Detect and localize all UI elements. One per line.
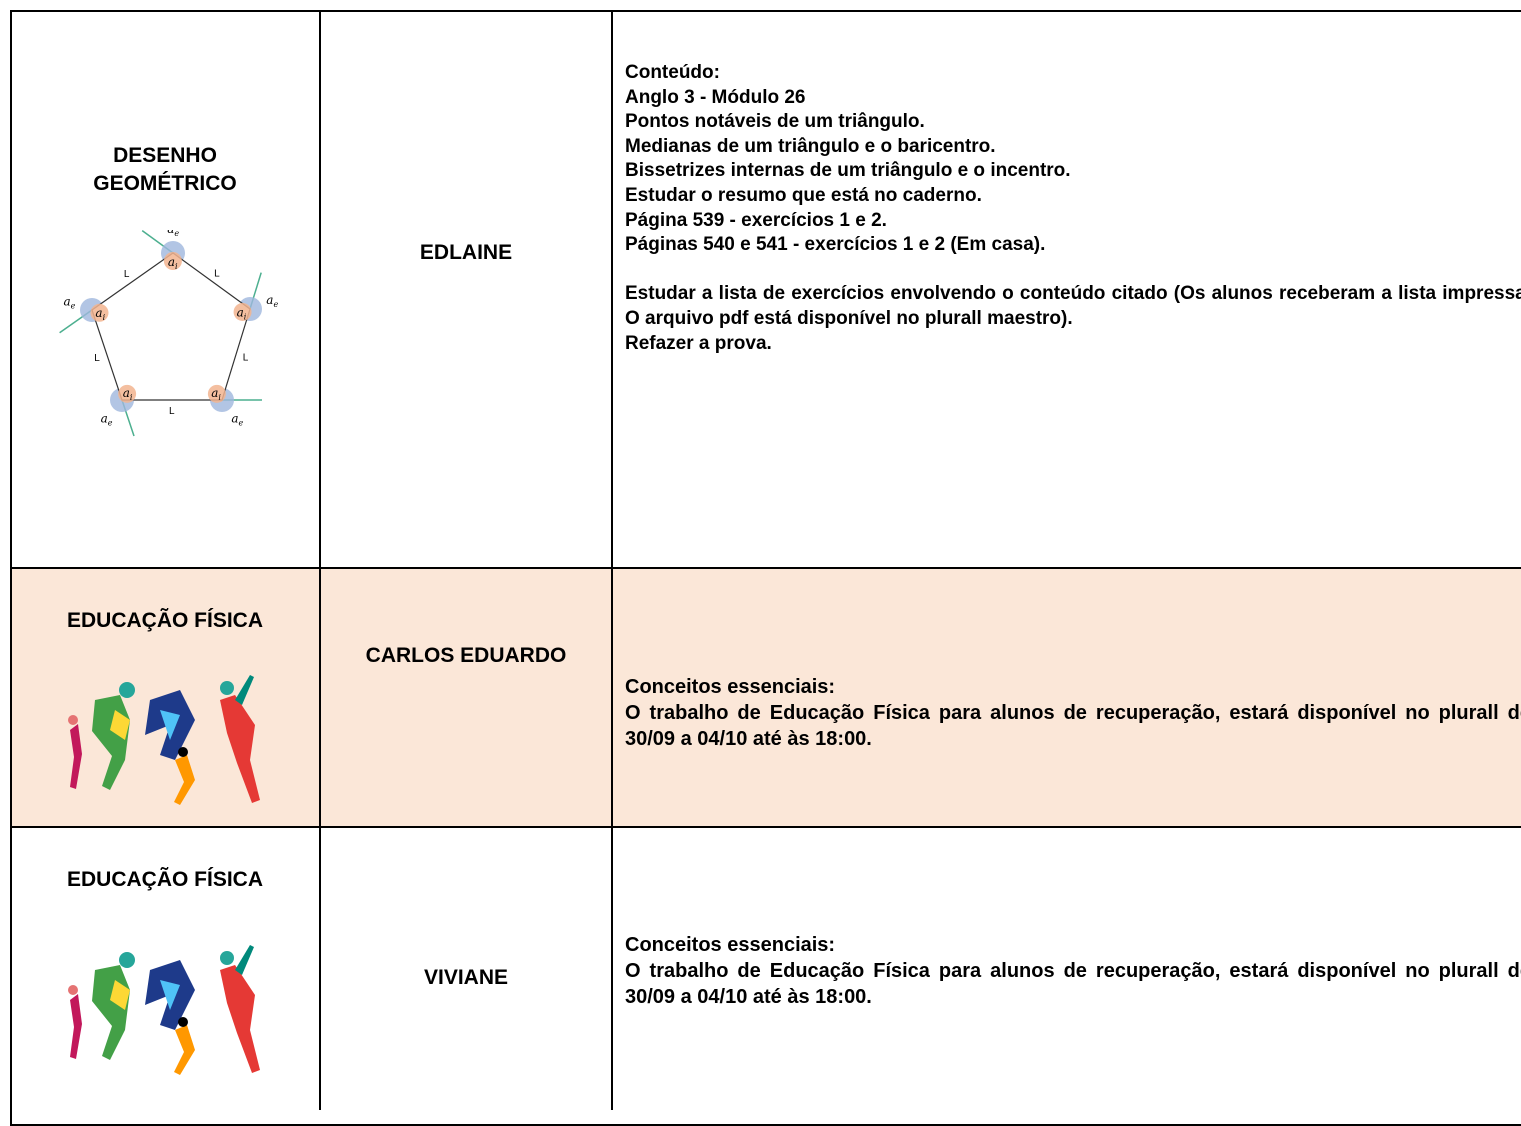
interior-angle: [207, 384, 226, 403]
teacher: EDLAINE: [419, 241, 513, 264]
angle-label: ae: [266, 293, 278, 309]
side-label: L: [214, 269, 220, 280]
spacer: [625, 258, 1521, 283]
column-line: [611, 10, 613, 1110]
content-line: Página 539 - exercícios 1 e 2.: [625, 209, 887, 231]
subscript: e: [71, 302, 76, 311]
subscript: e: [174, 230, 179, 238]
subscript: e: [239, 418, 244, 427]
content-line: Medianas de um triângulo e o baricentro.: [625, 135, 996, 157]
interior-angle: [233, 302, 252, 321]
side-label: L: [124, 269, 130, 280]
content-line: Estudar o resumo que está no caderno.: [625, 184, 982, 206]
subscript: e: [108, 418, 113, 427]
angle-label: ai: [123, 386, 133, 402]
content-line: Estudar a lista de exercícios envolvendo…: [625, 283, 1521, 329]
interior-angle: [118, 384, 137, 403]
column-line: [319, 10, 321, 1110]
content-line: O trabalho de Educação Física para aluno…: [625, 702, 1521, 750]
angle-label: ai: [168, 255, 178, 271]
content-line: Páginas 540 e 541 - exercícios 1 e 2 (Em…: [625, 234, 1046, 256]
content-line: Pontos notáveis de um triângulo.: [625, 111, 925, 133]
content-line: Conceitos essenciais:: [625, 934, 836, 956]
content-line: Bissetrizes internas de um triângulo e o…: [625, 160, 1071, 182]
interior-angle: [163, 251, 182, 270]
angle-label: ai: [95, 306, 105, 322]
content-line: Conceitos essenciais:: [625, 676, 836, 698]
content: Conteúdo: Anglo 3 - Módulo 26 Pontos notáv…: [625, 61, 1521, 356]
content-line: Anglo 3 - Módulo 26: [625, 86, 806, 108]
angle-label: ai: [211, 386, 221, 402]
subscript: i: [175, 262, 178, 271]
content-line: Refazer a prova.: [625, 332, 772, 354]
angle-label: ae: [167, 230, 179, 238]
subject: DESENHO GEOMÉTRICO: [93, 144, 237, 195]
subscript: i: [218, 393, 221, 402]
pentagon: [91, 252, 251, 401]
side-label: L: [94, 353, 100, 364]
side-label: L: [169, 406, 175, 417]
sports-illustration: [68, 675, 260, 805]
content: Conceitos essenciais: O trabalho de Educa…: [625, 674, 1521, 752]
side-label: L: [243, 353, 249, 364]
subject: EDUCAÇÃO FÍSICA: [66, 609, 263, 632]
angle-label: ae: [64, 295, 76, 311]
subject: EDUCAÇÃO FÍSICA: [66, 868, 263, 891]
subscript: i: [130, 393, 133, 402]
teacher: VIVIANE: [423, 966, 509, 989]
angle-label: ae: [101, 411, 113, 427]
pentagon-figure: aiaeaiaeaiaeaiaeaiaeLLLLL: [59, 230, 278, 437]
sports-illustration: [68, 945, 260, 1075]
content-line: Conteúdo:: [625, 62, 720, 83]
subscript: i: [103, 313, 106, 322]
subscript: e: [273, 300, 278, 309]
angle-label: ai: [237, 305, 247, 321]
interior-angle: [90, 303, 109, 322]
angle-label: ae: [231, 411, 243, 427]
subscript: i: [244, 312, 247, 321]
content: Conceitos essenciais: O trabalho de Educa…: [625, 932, 1521, 1010]
teacher: CARLOS EDUARDO: [365, 644, 567, 667]
content-line: O trabalho de Educação Física para aluno…: [625, 960, 1521, 1008]
